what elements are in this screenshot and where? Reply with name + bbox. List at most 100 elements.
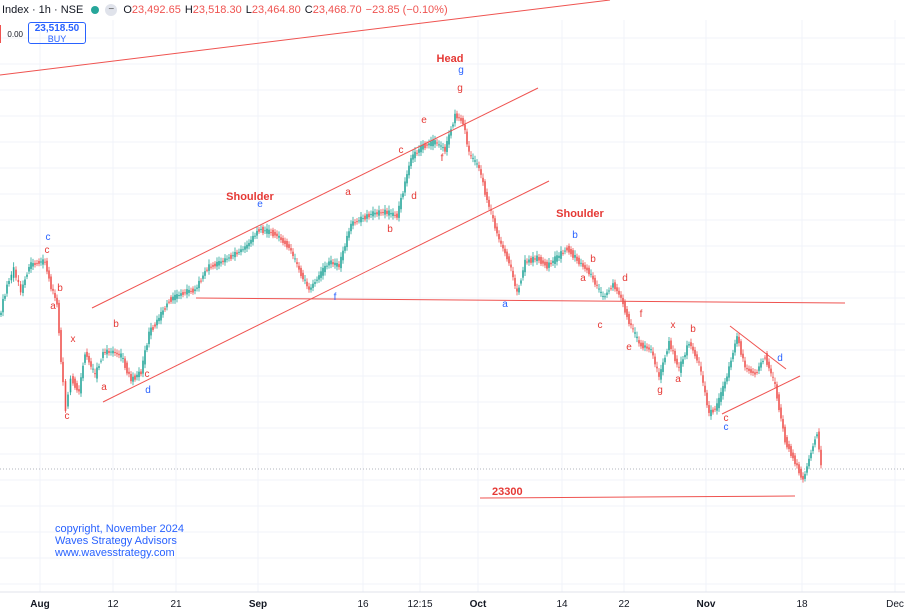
candle-body (718, 397, 720, 409)
candle-body (244, 246, 246, 250)
candle-body (378, 210, 380, 216)
candle-body (144, 350, 146, 365)
candle-body (706, 392, 708, 406)
candle-body (610, 288, 612, 290)
candle-body (450, 129, 452, 136)
candle-body (778, 394, 780, 411)
candle-body (332, 262, 334, 265)
x-axis-tick-label: 22 (618, 599, 630, 610)
wave-label: e (257, 199, 263, 210)
candle-body (752, 371, 754, 374)
candle-body (348, 231, 350, 238)
candle-body (542, 260, 544, 264)
candle-body (494, 218, 496, 229)
candle-body (278, 235, 280, 238)
candle-body (46, 260, 48, 272)
candle-body (220, 261, 222, 264)
candle-body (392, 212, 394, 216)
sell-button[interactable]: 0.00 (0, 25, 23, 43)
candle-body (694, 349, 696, 357)
candle-body (368, 213, 370, 218)
candle-body (454, 113, 456, 124)
candle-body (406, 174, 408, 184)
candle-body (88, 355, 90, 363)
candle-body (284, 240, 286, 245)
candle-body (466, 131, 468, 145)
pattern-label: Head (437, 53, 464, 65)
candle-body (382, 212, 384, 214)
collapse-icon[interactable]: − (105, 4, 118, 16)
candle-body (500, 240, 502, 244)
candle-body (350, 223, 352, 232)
candle-body (34, 263, 36, 265)
candle-body (302, 272, 304, 280)
candle-body (60, 330, 62, 362)
candle-body (98, 366, 100, 368)
candle-body (200, 280, 202, 282)
candle-body (72, 376, 74, 384)
candle-body (762, 361, 764, 363)
candle-body (462, 118, 464, 125)
candle-body (478, 165, 480, 169)
wave-label: b (387, 224, 393, 235)
buy-button[interactable]: 23,518.50 BUY (28, 22, 86, 44)
candle-body (296, 262, 298, 265)
candle-body (512, 270, 514, 278)
candle-body (230, 254, 232, 259)
candle-body (624, 301, 626, 313)
candle-body (794, 455, 796, 465)
candle-body (356, 221, 358, 223)
candle-body (38, 261, 40, 264)
symbol-title[interactable]: Index · 1h · NSE (2, 4, 84, 16)
wave-label: d (145, 385, 151, 396)
candle-body (530, 257, 532, 263)
candle-body (12, 267, 15, 278)
candle-body (690, 342, 692, 347)
candle-body (342, 250, 344, 261)
candle-body (4, 295, 6, 299)
candle-body (630, 323, 632, 326)
x-axis-tick-label: Aug (30, 599, 49, 610)
candle-body (10, 274, 13, 281)
candle-body (262, 226, 264, 234)
candle-body (660, 369, 662, 380)
candle-body (54, 292, 56, 299)
x-axis-tick-label: Oct (470, 599, 487, 610)
candle-body (410, 158, 412, 167)
candle-body (416, 152, 418, 154)
candle-body (110, 351, 112, 353)
candle-body (188, 289, 190, 293)
candle-body (440, 145, 442, 147)
candle-body (112, 350, 114, 354)
candle-body (558, 255, 560, 258)
candle-body (710, 409, 712, 417)
candle-body (564, 250, 566, 252)
wave-label: c (145, 369, 150, 380)
candle-body (596, 284, 598, 286)
candle-body (136, 374, 138, 378)
candle-body (250, 239, 252, 244)
wave-label: g (458, 65, 464, 76)
candle-body (90, 361, 92, 367)
candle-body (736, 336, 738, 344)
candle-body (586, 267, 588, 271)
candle-body (184, 292, 186, 294)
trendlines (0, 0, 846, 499)
candle-body (720, 392, 722, 402)
candle-body (248, 242, 250, 247)
candle-body (0, 312, 2, 315)
candle-body (618, 290, 620, 295)
candle-body (176, 294, 178, 299)
candle-body (30, 262, 32, 269)
candle-body (19, 284, 22, 293)
candle-body (534, 258, 536, 260)
wave-label: c (598, 320, 603, 331)
candle-body (654, 356, 656, 365)
candle-body (216, 261, 218, 267)
candle-body (414, 151, 416, 159)
candle-body (272, 229, 274, 237)
low-value: 23,464.80 (251, 4, 301, 16)
low-label: L (245, 4, 252, 16)
